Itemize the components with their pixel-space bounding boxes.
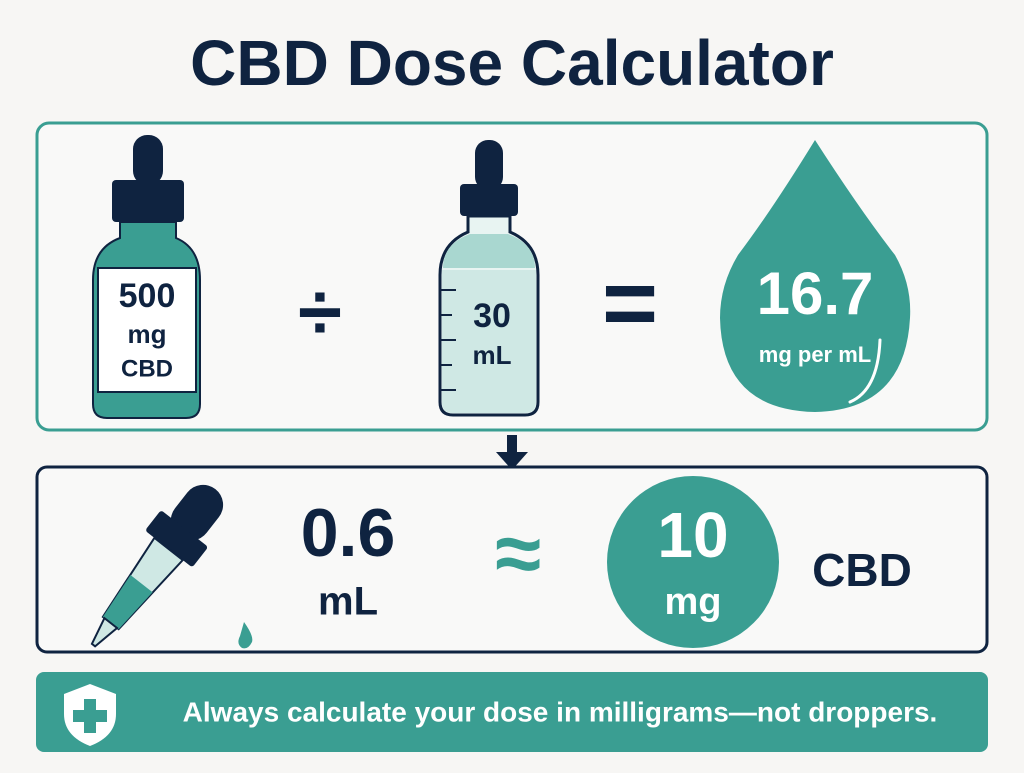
down-arrow: [496, 435, 528, 470]
volume-unit: mL: [473, 340, 512, 370]
bottle-amount: 500: [119, 277, 176, 315]
drop-icon: [720, 140, 911, 412]
dose-circle: [607, 476, 779, 648]
shield-icon: [64, 684, 116, 746]
equals-sign: =: [602, 249, 658, 356]
result-unit: mg per mL: [759, 342, 871, 367]
dropper-icon: [90, 484, 224, 648]
approx-sign: ≈: [495, 506, 541, 600]
dose-unit: mg: [665, 581, 722, 623]
bottle-unit: mg: [128, 319, 167, 349]
divide-sign: ÷: [298, 267, 342, 356]
drop-highlight: [848, 338, 882, 404]
volume-amount: 30: [473, 297, 511, 335]
bottle-label: CBD: [121, 355, 173, 382]
dose-amount: 10: [657, 499, 728, 571]
title: CBD Dose Calculator: [190, 27, 834, 99]
volume-bottle-icon: [438, 140, 540, 417]
cbd-bottle-icon: [92, 135, 201, 419]
footer-bar: [36, 672, 988, 752]
result-amount: 16.7: [757, 260, 874, 327]
dose-label: CBD: [812, 544, 912, 596]
dose-volume-amount: 0.6: [301, 495, 396, 571]
footer-text: Always calculate your dose in milligrams…: [183, 696, 938, 727]
dropper-drop: [238, 622, 253, 649]
dose-volume-unit: mL: [318, 580, 378, 624]
